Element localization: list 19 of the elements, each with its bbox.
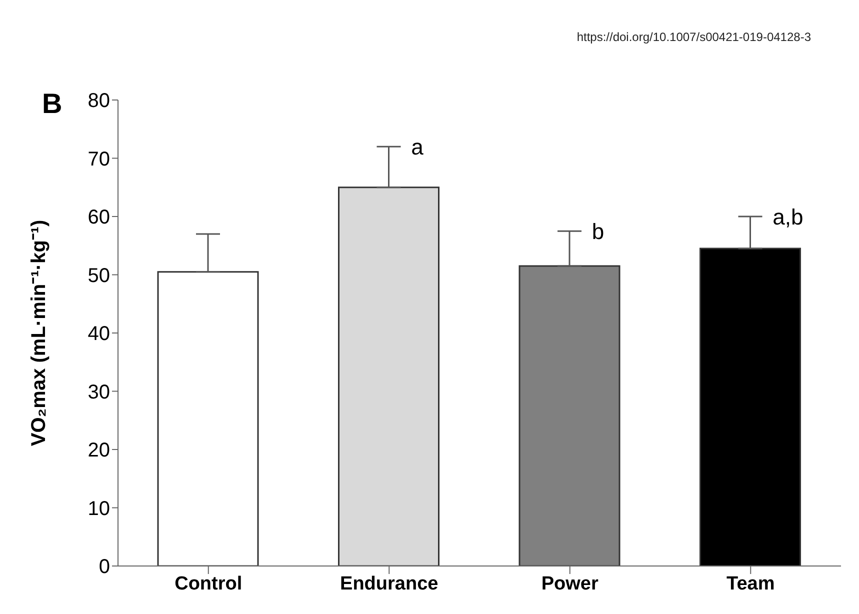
y-tick-label: 70 — [88, 148, 110, 170]
annotation: a,b — [772, 204, 804, 230]
y-tick-label: 20 — [88, 440, 110, 462]
x-tick-label: Power — [541, 573, 599, 594]
y-tick-label: 50 — [88, 264, 110, 287]
annotation: b — [592, 218, 604, 244]
x-tick-label: Endurance — [340, 573, 438, 594]
annotation: a — [411, 134, 424, 160]
y-tick-label: 80 — [88, 90, 110, 112]
x-tick-label: Control — [174, 573, 242, 594]
y-tick-label: 0 — [98, 556, 110, 578]
text: B — [42, 88, 62, 120]
x-tick-label: Team — [726, 573, 775, 594]
text: https://doi.org/10.1007/s00421-019-04128-3 — [576, 30, 811, 44]
y-tick-label: 60 — [88, 206, 110, 229]
y-tick-label: 10 — [88, 498, 110, 520]
y-tick-label: 30 — [88, 381, 110, 404]
y-tick-label: 40 — [88, 323, 110, 346]
y-axis-title: VO₂max (mL·min⁻¹·kg⁻¹) — [28, 220, 50, 446]
